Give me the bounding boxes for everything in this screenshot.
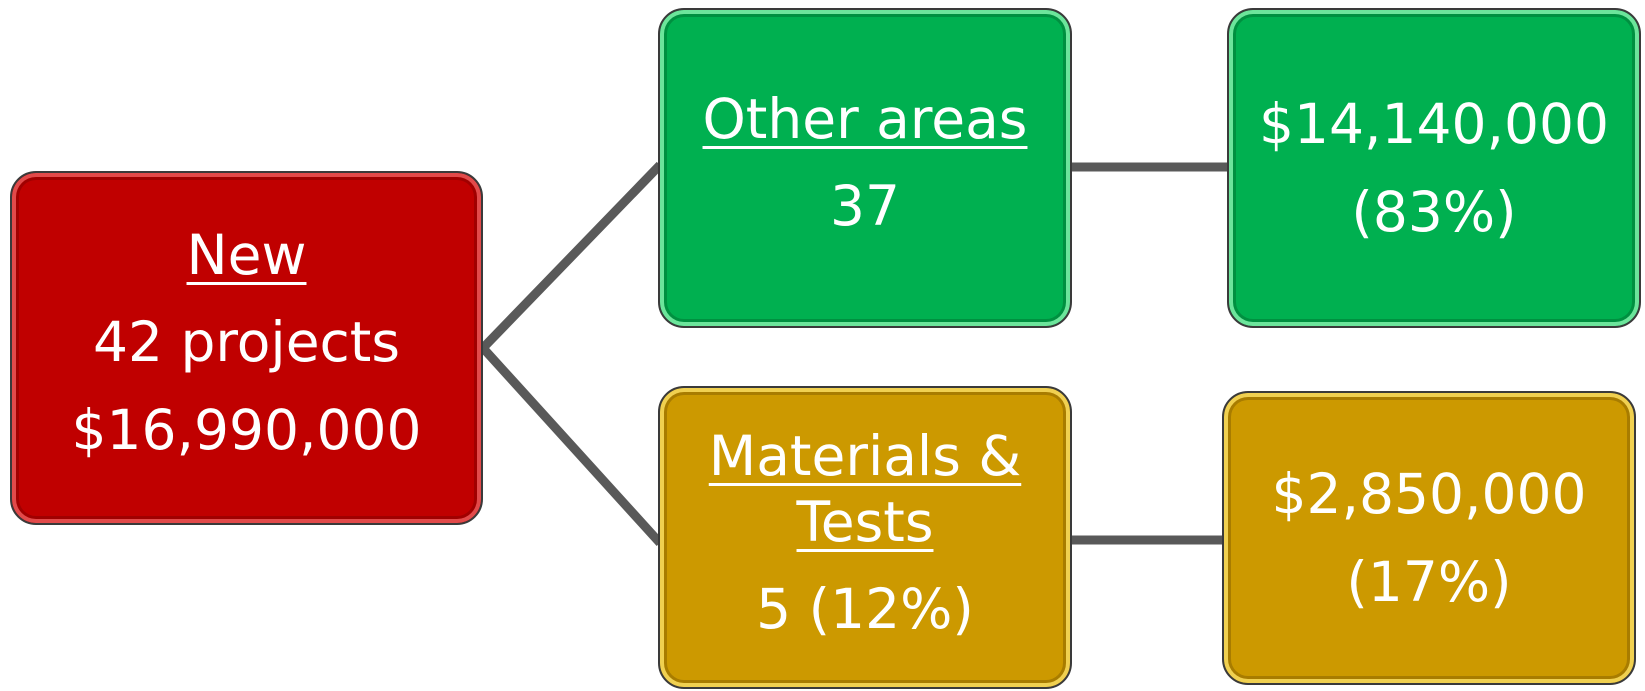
node-new: New 42 projects $16,990,000 xyxy=(10,171,483,525)
node-materials-amount: $2,850,000 (17%) xyxy=(1222,391,1636,685)
node-materials: Materials & Tests 5 (12%) xyxy=(658,386,1072,689)
node-text: $16,990,000 xyxy=(71,398,422,462)
node-title: New xyxy=(186,223,307,287)
node-text: (17%) xyxy=(1346,550,1512,614)
node-text: 37 xyxy=(830,174,900,238)
node-text: 5 (12%) xyxy=(756,576,974,641)
node-text: 42 projects xyxy=(92,310,400,374)
node-title: Materials & Tests xyxy=(708,423,1022,554)
node-text: $2,850,000 xyxy=(1271,462,1587,526)
node-other-areas: Other areas 37 xyxy=(658,8,1072,328)
node-text: $14,140,000 xyxy=(1259,92,1609,156)
connector xyxy=(479,344,664,547)
connector xyxy=(479,161,664,352)
node-text: (83%) xyxy=(1351,180,1517,244)
node-title: Other areas xyxy=(702,87,1028,151)
node-other-amount: $14,140,000 (83%) xyxy=(1227,8,1641,328)
